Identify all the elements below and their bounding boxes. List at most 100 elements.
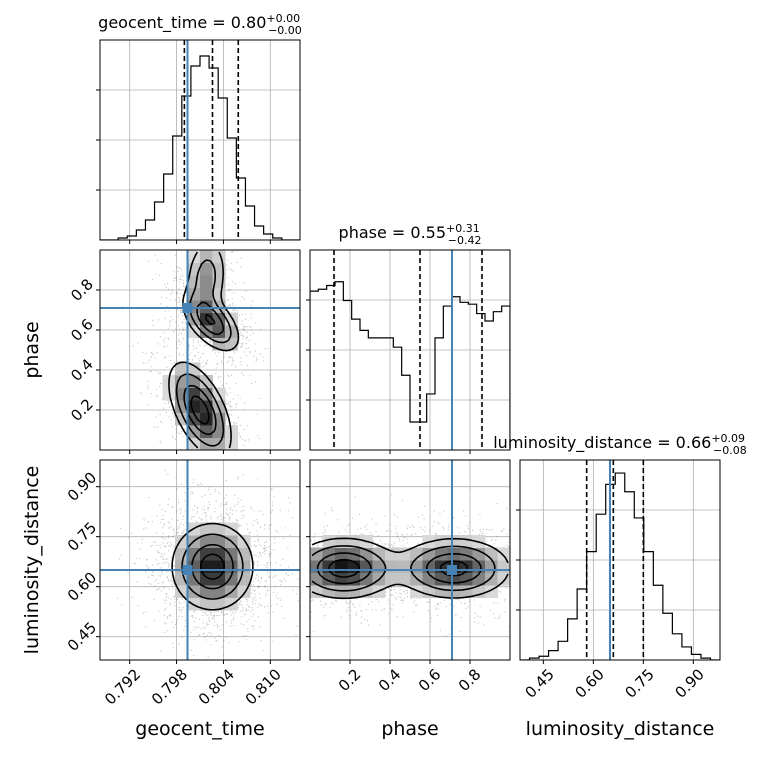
density-cell [200, 325, 213, 338]
density-cell [237, 572, 251, 586]
contour-line [171, 522, 254, 611]
scatter-points [121, 250, 271, 450]
density-cell [175, 572, 188, 586]
density-cell [187, 287, 201, 301]
density-cell [212, 572, 226, 586]
density-cell [225, 337, 238, 351]
panel-frame [99, 459, 301, 661]
x-tick-label: 0.45 [521, 665, 557, 701]
density-cell [497, 547, 510, 561]
x-tick-label: 0.804 [195, 665, 238, 708]
density-cell [385, 547, 398, 561]
x-tick-label: 0.4 [375, 665, 405, 695]
density-cell [200, 547, 213, 561]
density-cell [410, 547, 423, 561]
hist-panel-geocent_time: geocent_time = 0.80+0.00 −0.00 [96, 12, 302, 241]
density-cell [397, 560, 411, 573]
density-cell [447, 585, 461, 598]
density-panel-geocent_time-phase [100, 250, 300, 450]
density-cell [225, 437, 238, 450]
density-cell [485, 560, 498, 573]
density-cell [200, 597, 213, 611]
contour-line [190, 313, 216, 425]
x-tick-label: 0.60 [571, 665, 607, 701]
x-tick-label: 0.90 [671, 665, 707, 701]
contour-line [200, 553, 225, 580]
density-cell [187, 412, 201, 426]
density-cell [200, 262, 213, 276]
density-cell [225, 547, 238, 561]
density-cell [310, 560, 323, 573]
panel-frame [99, 39, 301, 241]
density-cell [212, 522, 226, 536]
density-cell [212, 437, 226, 450]
truth-marker [182, 565, 193, 575]
x-tick-label: 0.8 [455, 665, 485, 695]
y-tick-label: 0.90 [64, 468, 100, 504]
panel-frame [309, 459, 511, 661]
x-tick-label: 0.75 [621, 665, 657, 701]
density-cell [422, 547, 436, 561]
y-axis-label-luminosity_distance: luminosity_distance [21, 466, 43, 655]
density-cell [335, 547, 348, 561]
density-cell [422, 572, 436, 586]
density-cell [187, 597, 201, 611]
histogram-luminosity_distance [520, 472, 720, 660]
histogram-phase [310, 281, 510, 450]
density-panel-phase-luminosity_distance [310, 460, 510, 660]
contour-line [328, 558, 468, 578]
density-panel-geocent_time-luminosity_distance [100, 460, 300, 660]
y-tick-label: 0.6 [67, 315, 97, 345]
title-luminosity_distance: luminosity_distance = 0.66+0.09 −0.08 [493, 432, 747, 457]
density-cell [200, 250, 213, 263]
density-cell [322, 535, 336, 548]
hist-panel-phase: phase = 0.55+0.31 −0.42 [306, 222, 511, 451]
y-tick-label: 0.2 [67, 395, 97, 425]
density-cell [397, 572, 411, 586]
panel-frame [99, 249, 301, 451]
density-cell [200, 572, 213, 586]
density-cell [347, 585, 361, 598]
density-cell [212, 250, 226, 263]
x-axis-label-phase: phase [381, 718, 438, 740]
truth-marker [182, 303, 193, 313]
x-tick-label: 0.6 [415, 665, 445, 695]
density-cell [200, 412, 213, 426]
y-tick-label: 0.60 [64, 568, 100, 604]
density-cell [187, 400, 201, 413]
contour-line [311, 545, 496, 592]
scatter-points [117, 460, 299, 658]
density-cell [200, 375, 213, 388]
density-cell [225, 572, 238, 586]
density-cell [200, 287, 213, 301]
density-cell [497, 560, 510, 573]
x-axis-label-luminosity_distance: luminosity_distance [526, 718, 715, 740]
y-tick-label: 0.75 [64, 518, 100, 554]
y-tick-label: 0.45 [64, 618, 100, 654]
density-cell [372, 547, 386, 561]
histogram-geocent_time [100, 55, 300, 240]
density-cell [335, 560, 348, 573]
contour-line [183, 301, 225, 436]
density-cell [200, 275, 213, 288]
density-cell [385, 560, 398, 573]
hist-panel-luminosity_distance: luminosity_distance = 0.66+0.09 −0.08 [493, 432, 747, 661]
x-axis-label-geocent_time: geocent_time [135, 718, 264, 740]
density-cell [460, 535, 473, 548]
density-cell [187, 250, 201, 263]
title-phase: phase = 0.55+0.31 −0.42 [339, 222, 482, 247]
density-cell [200, 522, 213, 536]
density-cell [175, 375, 188, 388]
density-cell [237, 547, 251, 561]
density-cell [175, 547, 188, 561]
y-axis-label-phase: phase [21, 321, 43, 378]
density-cell [472, 572, 486, 586]
panel-frame [519, 459, 721, 661]
density-cell [237, 560, 251, 573]
panel-frame [309, 249, 511, 451]
contour-line [316, 552, 482, 585]
density-cell [212, 597, 226, 611]
density-cell [485, 572, 498, 586]
y-tick-label: 0.8 [67, 275, 97, 305]
contour-line [191, 544, 234, 590]
